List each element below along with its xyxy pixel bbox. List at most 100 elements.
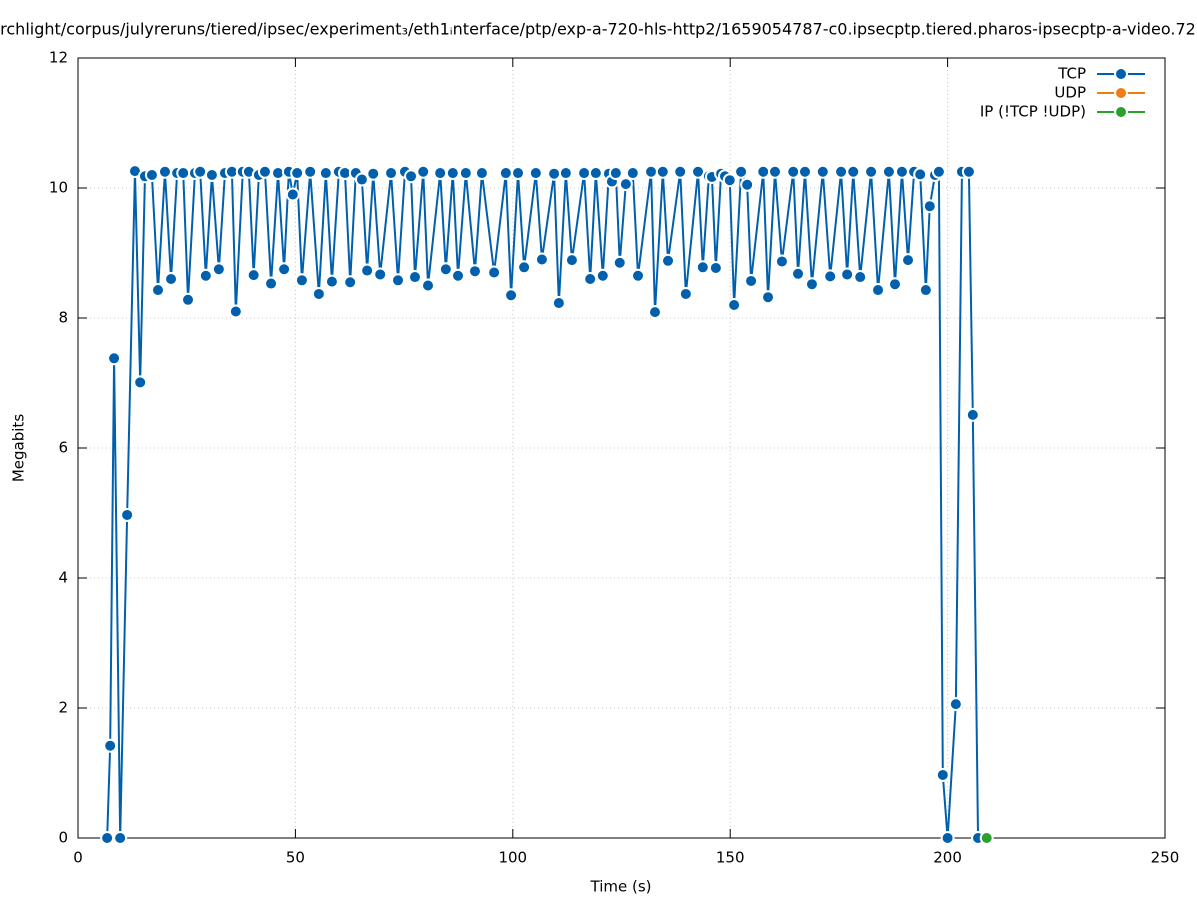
y-tick-label: 4	[58, 569, 68, 587]
data-point	[294, 273, 309, 288]
data-point	[144, 168, 159, 182]
data-point	[901, 253, 916, 268]
data-point	[618, 177, 633, 192]
y-tick-label: 12	[49, 49, 68, 67]
data-point	[744, 273, 759, 288]
x-tick-label: 0	[73, 849, 83, 867]
legend-label: IP (!TCP !UDP)	[980, 103, 1086, 121]
data-point	[846, 164, 861, 179]
data-point	[181, 292, 196, 307]
data-point	[311, 286, 326, 301]
data-point	[354, 172, 369, 187]
data-point	[246, 268, 261, 283]
data-point	[360, 263, 375, 278]
data-point	[564, 253, 579, 268]
data-point	[834, 164, 849, 179]
data-point	[583, 272, 598, 286]
data-point	[767, 164, 782, 179]
data-point	[264, 276, 279, 291]
data-point	[407, 270, 422, 285]
legend-marker	[1114, 67, 1128, 81]
data-point	[151, 283, 166, 298]
data-point	[366, 166, 381, 181]
legend-label: TCP	[1057, 65, 1086, 83]
data-point	[727, 298, 742, 312]
data-point	[285, 187, 300, 202]
legend-marker	[1114, 105, 1128, 119]
data-point	[853, 270, 868, 285]
data-point	[157, 164, 172, 179]
data-point	[961, 164, 976, 179]
y-tick-label: 6	[58, 439, 68, 457]
data-point	[740, 177, 755, 192]
chart-title: rchlight/corpus/julyreruns/tiered/ipsec/…	[0, 20, 1196, 39]
y-tick-label: 2	[58, 699, 68, 717]
data-point	[631, 268, 646, 283]
data-point	[133, 375, 148, 390]
data-point	[547, 166, 562, 181]
data-point	[303, 164, 318, 179]
data-point	[708, 260, 723, 275]
data-point	[881, 164, 896, 179]
data-point	[228, 304, 243, 319]
data-point	[761, 290, 776, 305]
data-point	[913, 167, 928, 182]
data-point	[474, 166, 489, 181]
data-point	[734, 164, 749, 179]
x-tick-label: 100	[498, 849, 527, 867]
data-point	[257, 164, 272, 179]
data-point	[277, 262, 292, 277]
y-tick-label: 0	[58, 829, 68, 847]
data-point	[797, 164, 812, 179]
data-point	[673, 164, 688, 179]
data-point	[504, 288, 519, 303]
data-point	[373, 267, 388, 282]
data-point	[391, 273, 406, 288]
data-point	[756, 164, 771, 179]
data-point	[176, 166, 191, 181]
legend-label: UDP	[1054, 84, 1086, 102]
x-tick-label: 250	[1151, 849, 1180, 867]
data-point	[791, 266, 806, 281]
data-point	[647, 305, 662, 320]
data-point	[948, 697, 963, 712]
data-point	[815, 164, 830, 179]
data-point	[458, 166, 473, 181]
y-axis-label: Megabits	[10, 414, 28, 482]
data-point	[511, 166, 526, 181]
data-point	[625, 166, 640, 181]
data-point	[894, 164, 909, 179]
data-point	[204, 168, 219, 182]
data-point	[211, 262, 226, 277]
data-point	[655, 164, 670, 179]
y-tick-label: 10	[49, 179, 68, 197]
x-tick-label: 150	[716, 849, 745, 867]
y-tick-label: 8	[58, 309, 68, 327]
data-point	[804, 277, 819, 292]
data-point	[922, 199, 937, 214]
data-point	[421, 278, 436, 293]
data-point	[661, 253, 676, 268]
data-point	[551, 296, 566, 311]
data-point	[935, 767, 950, 782]
data-point	[608, 166, 623, 181]
data-point	[445, 166, 460, 181]
data-point	[198, 268, 213, 283]
data-point	[384, 166, 399, 181]
data-point	[103, 738, 118, 753]
data-point	[644, 164, 659, 179]
data-point	[678, 286, 693, 301]
data-point	[965, 407, 980, 422]
data-point	[416, 164, 431, 179]
data-point	[940, 831, 955, 845]
data-point	[918, 283, 933, 298]
data-point	[887, 277, 902, 292]
series-line	[106, 169, 980, 839]
data-point	[786, 164, 801, 179]
data-point	[774, 254, 789, 269]
x-tick-label: 50	[286, 849, 305, 867]
data-point	[931, 164, 946, 179]
data-point	[100, 831, 115, 845]
data-point	[290, 166, 305, 181]
